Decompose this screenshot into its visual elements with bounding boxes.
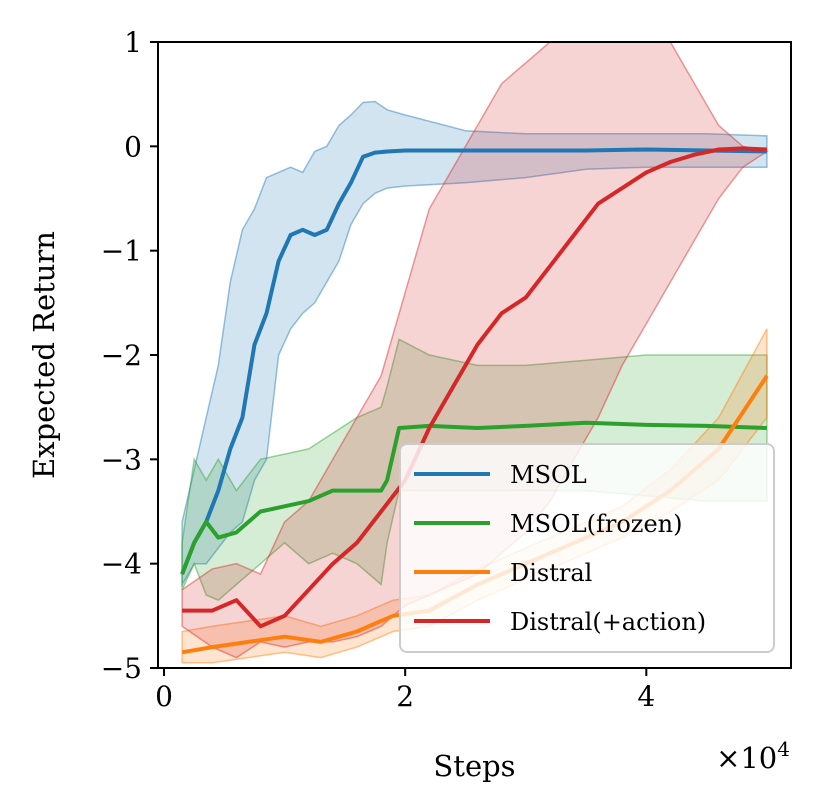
msol-series-line bbox=[180, 147, 767, 575]
x-tick-label: 0 bbox=[155, 680, 173, 713]
legend-label-distral-action: Distral(+action) bbox=[510, 608, 706, 636]
x-tick-label: 2 bbox=[396, 680, 414, 713]
legend: MSOL MSOL(frozen) Distral Distral(+action) bbox=[399, 443, 775, 653]
y-tick-label: −3 bbox=[101, 443, 142, 476]
y-tick-label: −2 bbox=[101, 339, 142, 372]
x-scale-base: ×10 bbox=[716, 741, 777, 775]
x-axis-label: Steps bbox=[433, 749, 515, 783]
y-tick-label: −4 bbox=[101, 548, 142, 581]
legend-label-msol-frozen: MSOL(frozen) bbox=[510, 510, 682, 538]
x-scale-multiplier: ×104 bbox=[716, 737, 790, 775]
distral-action-series-line bbox=[182, 146, 767, 629]
x-tick-label: 4 bbox=[637, 680, 655, 713]
msol-frozen-series-line bbox=[180, 420, 767, 575]
legend-label-msol: MSOL bbox=[510, 461, 587, 489]
x-scale-exponent: 4 bbox=[777, 737, 790, 761]
legend-label-distral: Distral bbox=[510, 559, 592, 587]
y-axis-label: Expected Return bbox=[27, 231, 61, 479]
y-tick-label: 1 bbox=[124, 26, 142, 59]
y-tick-label: −5 bbox=[101, 652, 142, 685]
y-tick-label: −1 bbox=[101, 235, 142, 268]
legend-box bbox=[399, 443, 775, 653]
y-tick-label: 0 bbox=[124, 130, 142, 163]
